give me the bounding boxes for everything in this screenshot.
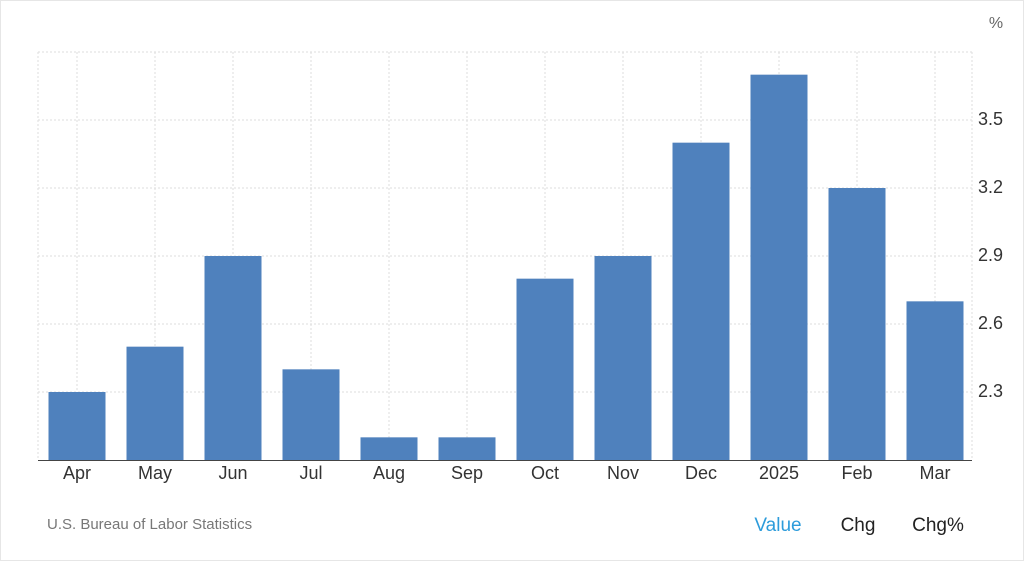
y-tick-label: 3.2 (978, 177, 1003, 197)
x-tick-label: Nov (607, 463, 639, 483)
bar (438, 437, 496, 460)
y-tick-label: 2.6 (978, 313, 1003, 333)
y-tick-label: 2.3 (978, 381, 1003, 401)
y-unit: % (989, 15, 1003, 32)
x-tick-label: May (138, 463, 172, 483)
x-tick-label: Dec (685, 463, 717, 483)
y-tick-label: 2.9 (978, 245, 1003, 265)
bar (282, 369, 340, 460)
bar (594, 256, 652, 460)
bar (828, 188, 886, 460)
tab[interactable]: Value (754, 515, 801, 536)
x-tick-label: Jul (299, 463, 322, 483)
x-tick-label: Sep (451, 463, 483, 483)
x-tick-label: Aug (373, 463, 405, 483)
x-tick-label: Oct (531, 463, 559, 483)
x-tick-label: Apr (63, 463, 91, 483)
x-tick-label: Feb (841, 463, 872, 483)
bar (906, 301, 964, 460)
bar (48, 392, 106, 460)
bar (126, 346, 184, 460)
source: U.S. Bureau of Labor Statistics (47, 516, 252, 533)
bar (360, 437, 418, 460)
x-tick-label: Mar (920, 463, 951, 483)
x-tick-label: Jun (218, 463, 247, 483)
bar (750, 74, 808, 461)
y-tick-label: 3.5 (978, 109, 1003, 129)
bar (516, 278, 574, 460)
tab[interactable]: Chg% (912, 515, 964, 536)
tab[interactable]: Chg (841, 515, 876, 536)
bar (672, 142, 730, 460)
bar (204, 256, 262, 460)
x-tick-label: 2025 (759, 463, 799, 483)
